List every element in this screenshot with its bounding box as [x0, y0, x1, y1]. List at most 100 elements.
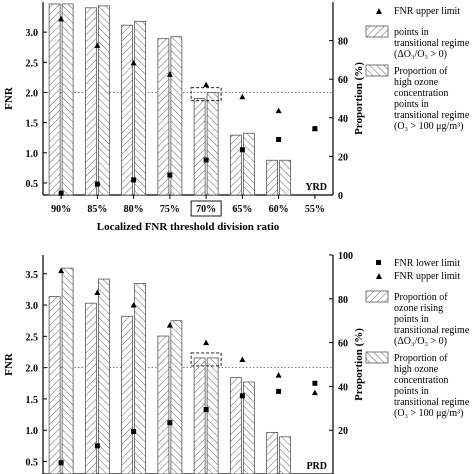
bar-ozone-rising [193, 357, 206, 474]
fnr-upper-marker [94, 42, 101, 48]
panel-yrd: 0.5 1.0 1.5 2.0 2.5 3.0 0 20 40 60 80 FNR Proportion… [3, 2, 470, 233]
legend-triangle-icon [376, 273, 382, 279]
right-tick-label: 0 [338, 191, 343, 202]
x-tick-label: 75% [160, 204, 180, 215]
legend-text: (O₃ > 100 μg/m³) [394, 121, 463, 132]
right-tick-label: 20 [338, 426, 348, 437]
left-tick-label: 0.5 [26, 457, 39, 468]
legend-text: (O₃ > 100 μg/m³) [394, 408, 463, 419]
left-tick-label: 3.0 [26, 301, 39, 312]
legend-text: Proportion of [394, 353, 448, 364]
bar-ozone-rising [193, 98, 206, 196]
fnr-upper-marker [239, 93, 246, 100]
legend-hatch-swatch [365, 64, 389, 77]
x-tick-label: 80% [124, 204, 144, 215]
fnr-upper-marker [58, 15, 65, 22]
fnr-lower-marker [203, 157, 209, 163]
legend-text: points in [394, 27, 429, 38]
fnr-upper-marker [275, 107, 282, 114]
legend-text: concentration [394, 375, 448, 386]
legend-text: transitional regime [394, 38, 470, 49]
bar-high-ozone [170, 320, 183, 474]
fnr-lower-marker [58, 460, 64, 466]
fnr-lower-marker [312, 380, 318, 386]
bar-high-ozone [61, 3, 74, 196]
bar-ozone-rising [84, 7, 97, 196]
right-tick-label: 80 [338, 295, 348, 306]
x-tick-label: 55% [305, 204, 325, 215]
bar-ozone-rising [48, 296, 61, 474]
legend-text: transitional regime [394, 110, 470, 121]
fnr-upper-marker [311, 125, 318, 132]
bar-ozone-rising [229, 134, 242, 196]
legend-text: high ozone [394, 364, 439, 375]
panel-prd: 0.5 1.0 1.5 2.0 2.5 3.0 3.5 20 40 60 80 100 FNR Propo… [3, 251, 470, 474]
region-label: PRD [306, 461, 327, 472]
left-tick-label: 2.5 [26, 58, 39, 69]
legend-hatch-swatch [365, 290, 389, 303]
bar-ozone-rising [157, 38, 170, 196]
right-tick-label: 60 [338, 339, 348, 350]
bar-high-ozone [279, 159, 292, 196]
bar-ozone-rising [121, 24, 134, 196]
fnr-upper-marker [239, 356, 246, 362]
left-tick-label: 2.0 [26, 364, 39, 375]
fnr-lower-marker [203, 407, 209, 413]
fnr-lower-marker [131, 428, 137, 434]
y-axis-title: FNR [3, 86, 15, 110]
left-tick-label: 1.0 [26, 426, 39, 437]
bar-ozone-rising [157, 335, 170, 474]
x-tick-label: 60% [269, 204, 289, 215]
fnr-upper-marker [311, 389, 318, 396]
right-tick-label: 40 [338, 114, 348, 125]
fnr-upper-marker [203, 81, 210, 88]
legend-text: Proportion of [394, 66, 448, 77]
left-tick-label: 3.0 [26, 28, 39, 39]
bar-ozone-rising [266, 159, 279, 196]
right-tick-label: 40 [338, 382, 348, 393]
fnr-upper-marker [130, 302, 137, 308]
legend-text: points in [394, 386, 429, 397]
legend-text: (ΔO₃/O₃ > 0) [394, 336, 447, 347]
bar-ozone-rising [121, 315, 134, 474]
left-tick-label: 3.5 [26, 270, 39, 281]
legend-text: high ozone [394, 77, 439, 88]
fnr-lower-marker [276, 388, 282, 394]
legend-text: transitional regime [394, 325, 470, 336]
fnr-lower-marker [276, 137, 282, 143]
y-axis-title: FNR [3, 352, 15, 376]
legend-hatch-swatch [365, 25, 389, 38]
bar-ozone-rising [48, 3, 61, 196]
fnr-lower-marker [167, 172, 173, 178]
fnr-lower-marker [239, 147, 245, 153]
fnr-upper-marker [275, 372, 282, 378]
x-tick-label: 85% [87, 204, 107, 215]
bar-high-ozone [242, 132, 255, 196]
left-tick-label: 2.0 [26, 88, 39, 99]
fnr-lower-marker [58, 190, 64, 196]
bar-high-ozone [134, 283, 147, 474]
legend-text: FNR upper limit [394, 271, 460, 282]
legend-text: Proportion of [394, 292, 448, 303]
legend-text: concentration [394, 88, 448, 99]
bar-ozone-rising [229, 377, 242, 474]
x-tick-label: 70% [196, 204, 216, 215]
fnr-lower-marker [239, 393, 245, 399]
right-tick-label: 100 [338, 251, 353, 262]
legend-square-icon [376, 260, 381, 265]
left-tick-label: 0.5 [26, 179, 39, 190]
fnr-upper-marker [130, 59, 137, 66]
left-tick-label: 1.5 [26, 119, 39, 130]
left-tick-label: 2.5 [26, 332, 39, 343]
bar-high-ozone [97, 278, 110, 474]
legend-text: (ΔO₃/O₃ > 0) [394, 49, 447, 60]
fnr-lower-marker [94, 181, 100, 187]
fnr-upper-marker [166, 71, 173, 77]
bar-high-ozone [206, 92, 219, 196]
bar-high-ozone [97, 5, 110, 196]
bar-high-ozone [61, 267, 74, 474]
bar-high-ozone [242, 381, 255, 474]
x-tick-label: 90% [51, 204, 71, 215]
fnr-lower-marker [131, 177, 137, 183]
